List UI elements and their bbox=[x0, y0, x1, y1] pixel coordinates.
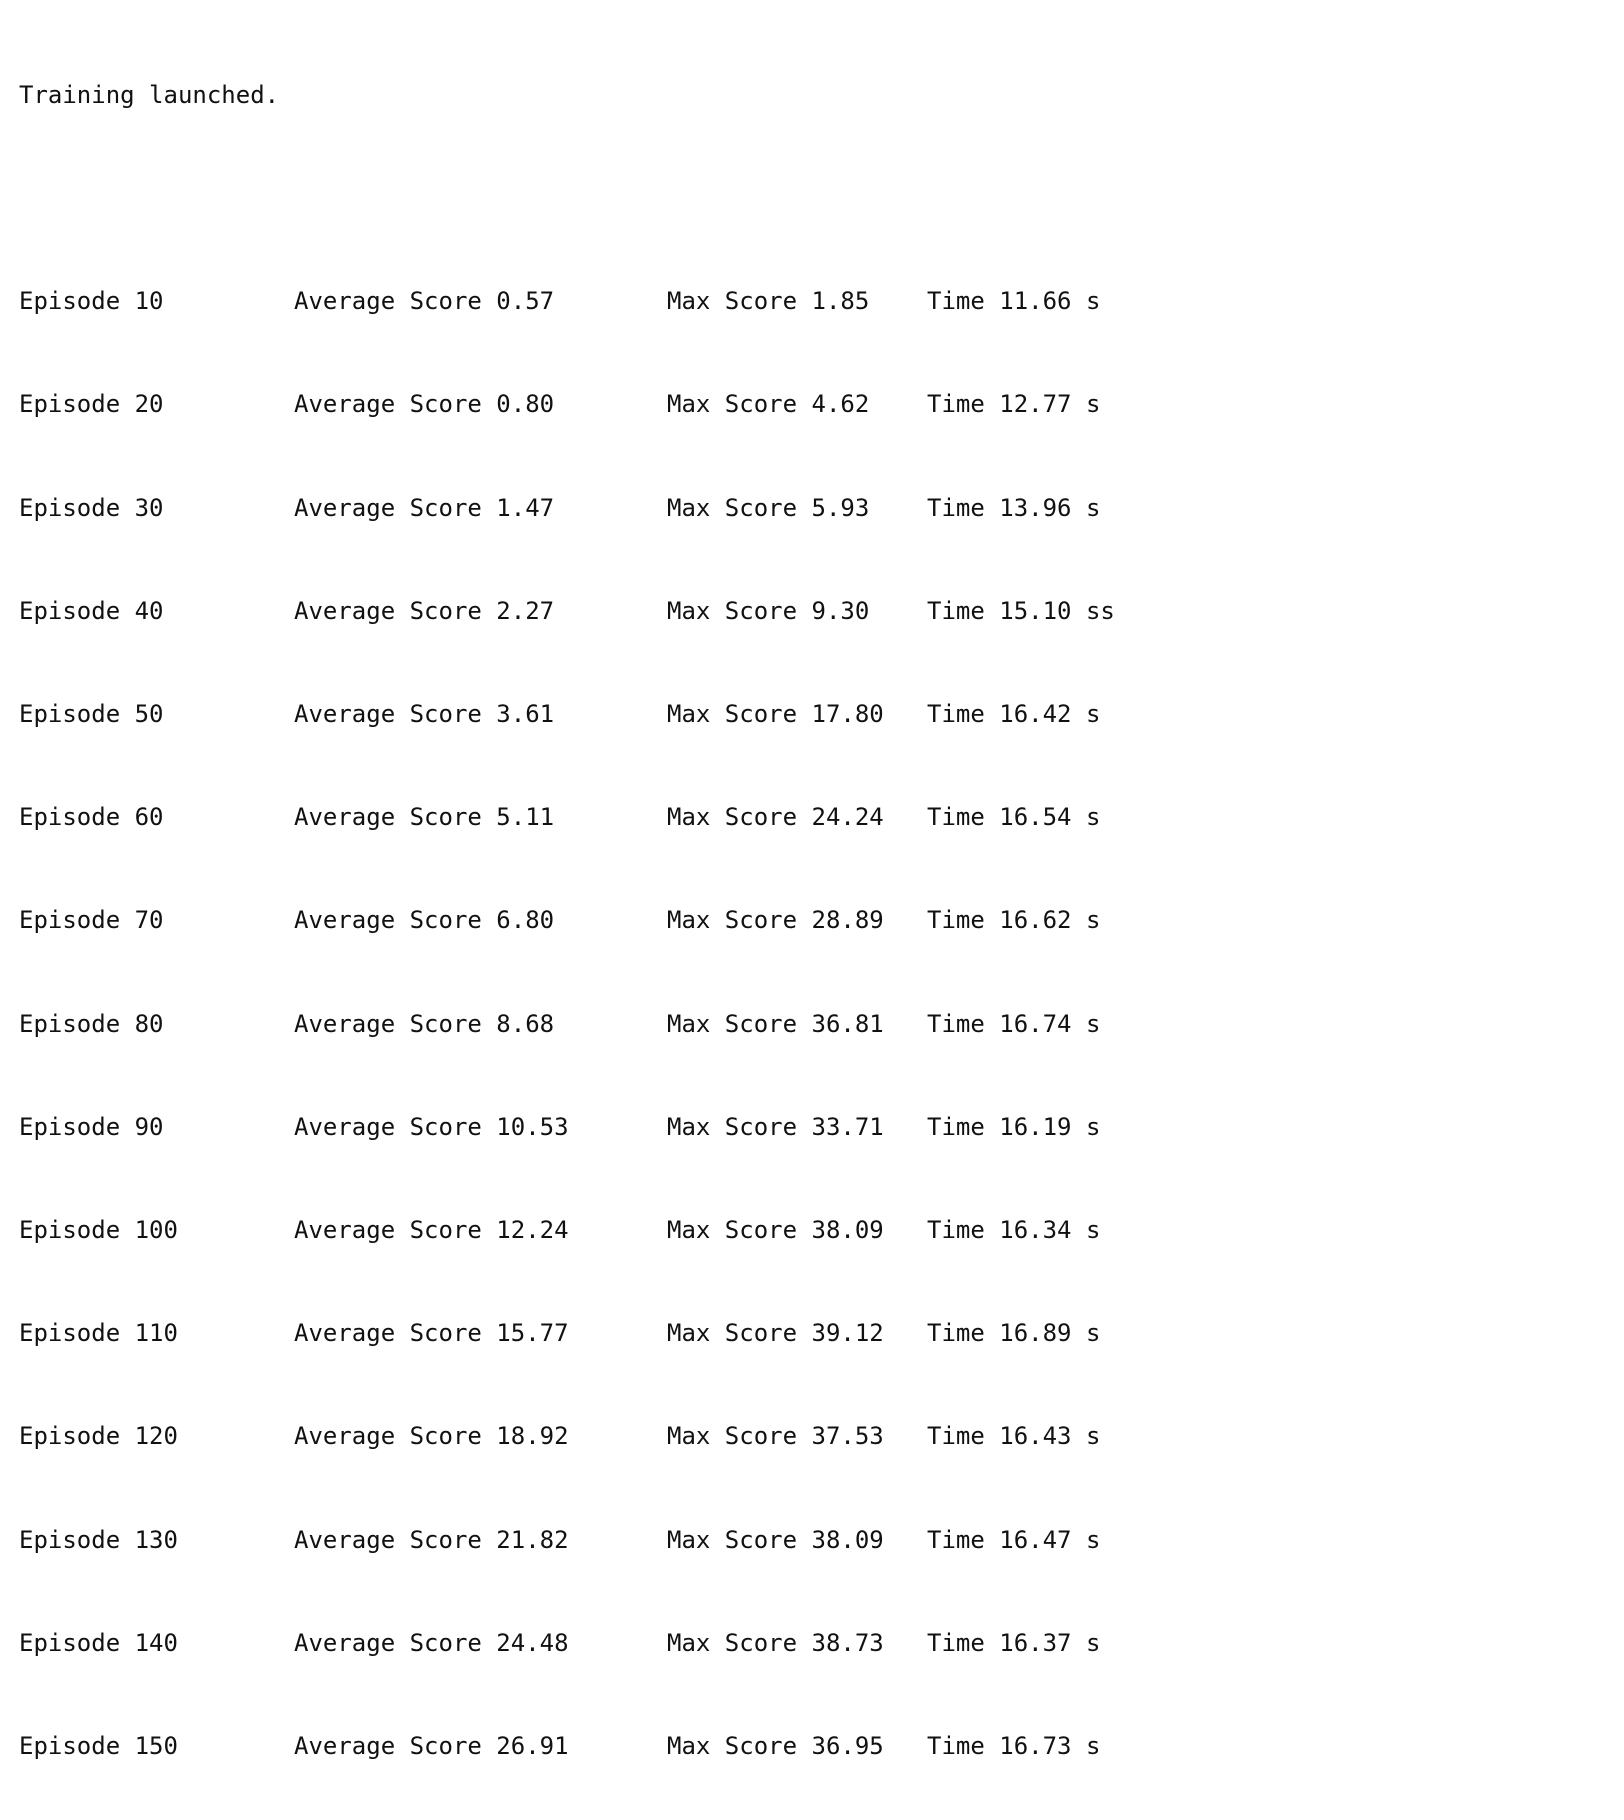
log-row: Episode 30 Average Score 1.47 Max Score … bbox=[19, 491, 1624, 525]
episode-time: Time 16.34 s bbox=[927, 1216, 1101, 1245]
average-score: Average Score 1.47 bbox=[294, 493, 555, 522]
log-row: Episode 90 Average Score 10.53 Max Score… bbox=[19, 1110, 1624, 1144]
log-row: Episode 110 Average Score 15.77 Max Scor… bbox=[19, 1316, 1624, 1350]
average-score: Average Score 24.48 bbox=[294, 1628, 569, 1657]
max-score: Max Score 5.93 bbox=[667, 493, 870, 522]
episode-time: Time 13.96 s bbox=[927, 493, 1101, 522]
episode-label: Episode 130 bbox=[19, 1525, 178, 1554]
max-score: Max Score 1.85 bbox=[667, 287, 870, 316]
training-status-line: Training launched. bbox=[19, 78, 1624, 112]
console-output: Training launched. Episode 10 Average Sc… bbox=[19, 9, 1624, 1820]
average-score: Average Score 2.27 bbox=[294, 596, 555, 625]
max-score: Max Score 38.09 bbox=[667, 1216, 884, 1245]
episode-label: Episode 10 bbox=[19, 287, 164, 316]
average-score: Average Score 3.61 bbox=[294, 700, 555, 729]
episode-time: Time 16.37 s bbox=[927, 1628, 1101, 1657]
episode-time: Time 16.43 s bbox=[927, 1422, 1101, 1451]
episode-time: Time 16.19 s bbox=[927, 1112, 1101, 1141]
training-status-text: Training launched. bbox=[19, 80, 280, 109]
average-score: Average Score 15.77 bbox=[294, 1319, 569, 1348]
episode-label: Episode 40 bbox=[19, 596, 164, 625]
episode-label: Episode 50 bbox=[19, 700, 164, 729]
episode-label: Episode 120 bbox=[19, 1422, 178, 1451]
max-score: Max Score 4.62 bbox=[667, 390, 870, 419]
episode-label: Episode 70 bbox=[19, 906, 164, 935]
max-score: Max Score 17.80 bbox=[667, 700, 884, 729]
episode-time: Time 11.66 s bbox=[927, 287, 1101, 316]
log-row: Episode 100 Average Score 12.24 Max Scor… bbox=[19, 1213, 1624, 1247]
episode-label: Episode 90 bbox=[19, 1112, 164, 1141]
episode-time: Time 15.10 ss bbox=[927, 596, 1115, 625]
average-score: Average Score 0.80 bbox=[294, 390, 555, 419]
average-score: Average Score 8.68 bbox=[294, 1009, 555, 1038]
episode-time: Time 16.47 s bbox=[927, 1525, 1101, 1554]
average-score: Average Score 12.24 bbox=[294, 1216, 569, 1245]
log-row: Episode 50 Average Score 3.61 Max Score … bbox=[19, 697, 1624, 731]
max-score: Max Score 39.12 bbox=[667, 1319, 884, 1348]
episode-log-before: Episode 10 Average Score 0.57 Max Score … bbox=[19, 215, 1624, 1820]
log-row: Episode 20 Average Score 0.80 Max Score … bbox=[19, 387, 1624, 421]
average-score: Average Score 26.91 bbox=[294, 1732, 569, 1761]
episode-time: Time 12.77 s bbox=[927, 390, 1101, 419]
max-score: Max Score 28.89 bbox=[667, 906, 884, 935]
log-row: Episode 80 Average Score 8.68 Max Score … bbox=[19, 1007, 1624, 1041]
max-score: Max Score 9.30 bbox=[667, 596, 870, 625]
average-score: Average Score 6.80 bbox=[294, 906, 555, 935]
max-score: Max Score 33.71 bbox=[667, 1112, 884, 1141]
episode-label: Episode 60 bbox=[19, 803, 164, 832]
episode-label: Episode 30 bbox=[19, 493, 164, 522]
log-row: Episode 60 Average Score 5.11 Max Score … bbox=[19, 800, 1624, 834]
episode-time: Time 16.62 s bbox=[927, 906, 1101, 935]
log-row: Episode 40 Average Score 2.27 Max Score … bbox=[19, 594, 1624, 628]
average-score: Average Score 0.57 bbox=[294, 287, 555, 316]
episode-time: Time 16.73 s bbox=[927, 1732, 1101, 1761]
max-score: Max Score 38.09 bbox=[667, 1525, 884, 1554]
episode-label: Episode 140 bbox=[19, 1628, 178, 1657]
average-score: Average Score 5.11 bbox=[294, 803, 555, 832]
max-score: Max Score 36.81 bbox=[667, 1009, 884, 1038]
episode-time: Time 16.74 s bbox=[927, 1009, 1101, 1038]
episode-label: Episode 20 bbox=[19, 390, 164, 419]
max-score: Max Score 24.24 bbox=[667, 803, 884, 832]
episode-label: Episode 110 bbox=[19, 1319, 178, 1348]
log-row: Episode 70 Average Score 6.80 Max Score … bbox=[19, 903, 1624, 937]
episode-time: Time 16.54 s bbox=[927, 803, 1101, 832]
episode-label: Episode 100 bbox=[19, 1216, 178, 1245]
log-row: Episode 10 Average Score 0.57 Max Score … bbox=[19, 284, 1624, 318]
log-row: Episode 150 Average Score 26.91 Max Scor… bbox=[19, 1729, 1624, 1763]
max-score: Max Score 37.53 bbox=[667, 1422, 884, 1451]
episode-time: Time 16.89 s bbox=[927, 1319, 1101, 1348]
log-row: Episode 140 Average Score 24.48 Max Scor… bbox=[19, 1626, 1624, 1660]
episode-label: Episode 80 bbox=[19, 1009, 164, 1038]
max-score: Max Score 36.95 bbox=[667, 1732, 884, 1761]
log-row: Episode 130 Average Score 21.82 Max Scor… bbox=[19, 1523, 1624, 1557]
episode-time: Time 16.42 s bbox=[927, 700, 1101, 729]
average-score: Average Score 21.82 bbox=[294, 1525, 569, 1554]
episode-label: Episode 150 bbox=[19, 1732, 178, 1761]
max-score: Max Score 38.73 bbox=[667, 1628, 884, 1657]
average-score: Average Score 18.92 bbox=[294, 1422, 569, 1451]
average-score: Average Score 10.53 bbox=[294, 1112, 569, 1141]
log-row: Episode 120 Average Score 18.92 Max Scor… bbox=[19, 1419, 1624, 1453]
